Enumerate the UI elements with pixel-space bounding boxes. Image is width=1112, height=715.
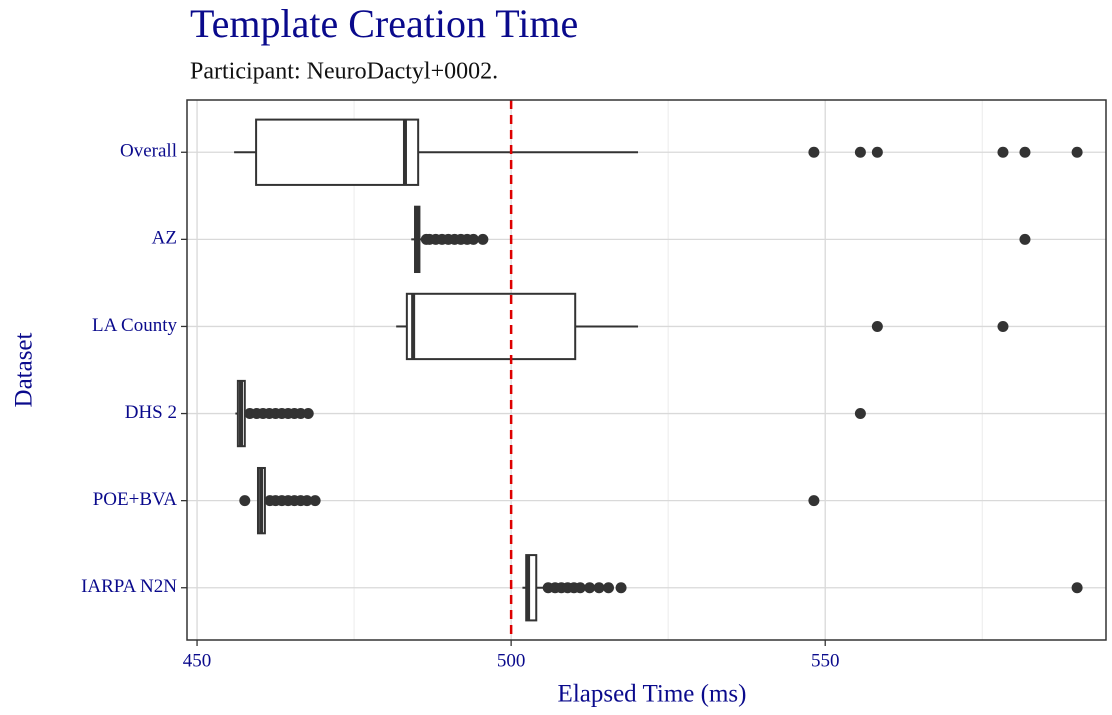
plot-border [186,99,1107,641]
outlier [854,408,866,420]
outlier [871,146,883,158]
outlier [808,146,820,158]
outlier [477,233,489,245]
outlier [1071,582,1083,594]
y-tick-label: Overall [120,141,177,162]
outlier [997,320,1009,332]
outlier [301,495,313,507]
outlier [854,146,866,158]
chart-title: Template Creation Time [190,1,578,46]
outlier [1019,233,1031,245]
outlier [808,495,820,507]
y-axis-label: Dataset [11,332,38,407]
outlier [871,320,883,332]
x-tick-label: 550 [811,650,840,671]
outlier [1019,146,1031,158]
outlier [467,233,479,245]
outlier [997,146,1009,158]
y-tick-label: IARPA N2N [81,576,177,597]
y-tick-label: LA County [92,315,177,336]
outlier [1071,146,1083,158]
outlier [615,582,627,594]
y-tick-label: POE+BVA [93,489,178,510]
y-tick-label: AZ [152,228,177,249]
x-axis-label: Elapsed Time (ms) [558,681,747,708]
outlier [239,495,251,507]
outlier [593,582,605,594]
box [255,118,420,186]
x-tick-label: 500 [497,650,526,671]
x-tick-label: 450 [183,650,212,671]
outlier [574,582,586,594]
box [405,292,577,361]
chart-subtitle: Participant: NeuroDactyl+0002. [190,59,498,85]
outlier [309,495,321,507]
outlier [295,408,307,420]
y-tick-label: DHS 2 [125,402,177,423]
outlier [602,582,614,594]
outlier [584,582,596,594]
outlier [302,408,314,420]
